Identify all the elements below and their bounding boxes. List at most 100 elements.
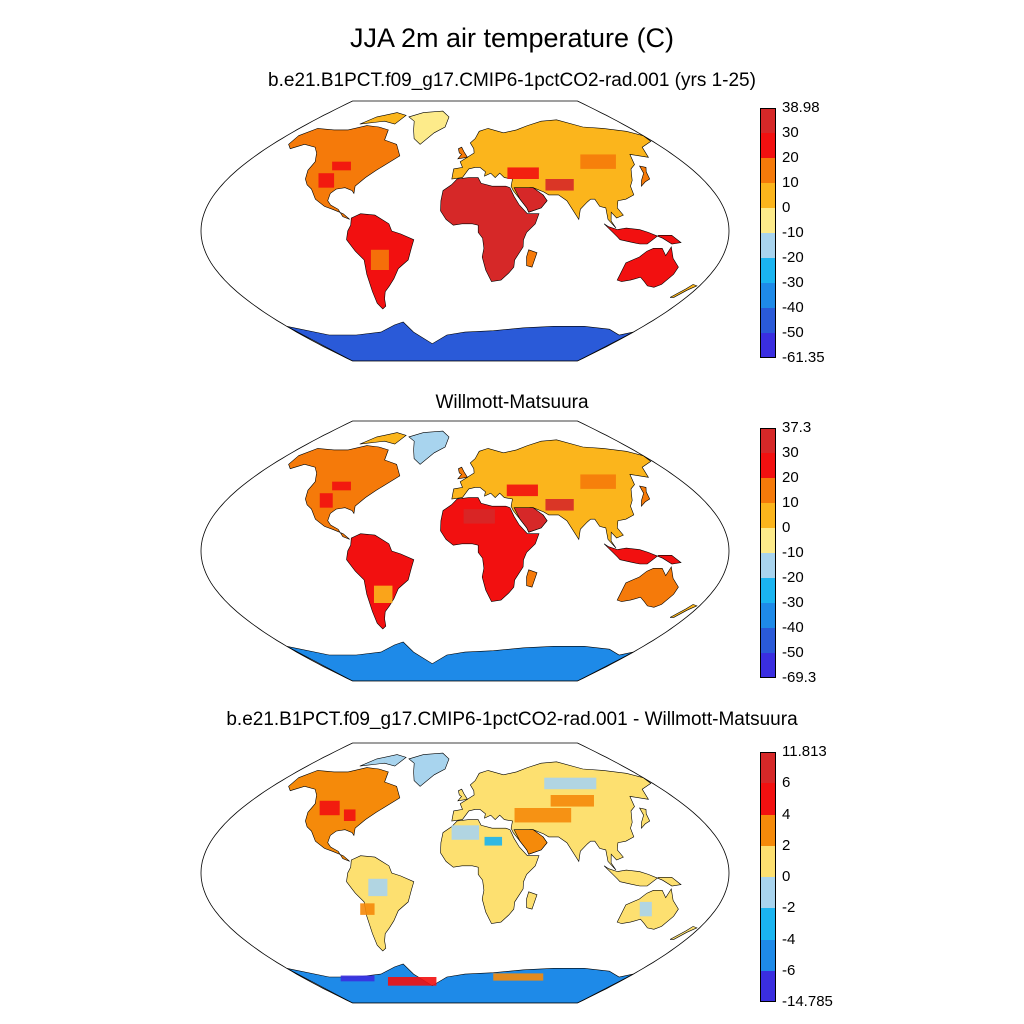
land-arabiaInner	[513, 829, 548, 855]
land-japan	[639, 807, 651, 830]
anomaly-patch	[545, 499, 574, 511]
colorbar-label: 30	[782, 444, 799, 461]
anomaly-patch	[387, 977, 437, 986]
anomaly-patch	[463, 509, 495, 524]
anomaly-patch	[580, 154, 616, 169]
colorbar-label: -10	[782, 544, 804, 561]
land-madagascar	[526, 569, 538, 588]
land-canArctic	[359, 112, 407, 125]
colorbar-label: 20	[782, 469, 799, 486]
land-indonesia	[603, 865, 682, 887]
colorbar-label: -69.3	[782, 669, 817, 686]
colorbar-label: -2	[782, 899, 796, 917]
map-panel-3	[200, 742, 730, 1004]
land-australia	[616, 246, 679, 288]
anomaly-patch	[463, 189, 495, 204]
map-outline	[200, 100, 730, 362]
colorbar-label: 0	[782, 868, 791, 885]
land-arabiaInner	[513, 507, 548, 533]
colorbar-label: 11.813	[782, 743, 827, 760]
colorbar-label: 30	[782, 124, 799, 141]
land-nz	[669, 604, 698, 618]
anomaly-patch	[360, 903, 375, 915]
land-japan	[639, 485, 651, 508]
map-panel-2	[200, 420, 730, 682]
colorbar-label: -10	[782, 224, 804, 241]
panel-3-title: b.e21.B1PCT.f09_g17.CMIP6-1pctCO2-rad.00…	[226, 709, 798, 730]
land-arabiaInner	[513, 187, 548, 213]
land-australia	[616, 566, 679, 608]
colorbar-label: -20	[782, 569, 804, 586]
panel-2-title: Willmott-Matsuura	[435, 392, 589, 413]
land-uk	[457, 146, 468, 160]
land-antarctica	[286, 321, 634, 361]
anomaly-patch	[318, 173, 335, 188]
land-madagascar	[526, 249, 538, 268]
colorbar-label: 38.98	[782, 99, 820, 116]
land-northAmerica	[288, 125, 401, 220]
colorbar-label: -40	[782, 619, 804, 636]
land-southAmerica	[346, 533, 415, 630]
anomaly-patch	[544, 777, 597, 790]
anomaly-patch	[514, 808, 572, 823]
anomaly-patch	[507, 167, 539, 179]
anomaly-patch	[319, 800, 340, 816]
colorbar-label: 6	[782, 774, 791, 792]
colorbar-label: 4	[782, 805, 791, 823]
land-antarctica	[286, 641, 634, 681]
figure-title: JJA 2m air temperature (C)	[349, 23, 675, 53]
land-africa	[440, 177, 540, 282]
anomaly-patch	[332, 481, 351, 491]
colorbar-2: 37.3 30 20 10 0 -10 -20 -30 -40 -50 -69.3	[760, 420, 840, 688]
colorbar-frame	[760, 428, 776, 678]
anomaly-patch	[332, 161, 351, 171]
land-greenland	[408, 430, 450, 465]
colorbar-label: -40	[782, 299, 804, 316]
land-japan	[639, 165, 651, 188]
land-northAmerica	[288, 445, 401, 540]
colorbar-frame	[760, 108, 776, 358]
land-uk	[457, 788, 468, 802]
land-nz	[669, 284, 698, 298]
land-greenland	[408, 752, 450, 787]
anomaly-patch	[639, 901, 652, 917]
colorbar-label: 10	[782, 174, 799, 191]
colorbar-label: -30	[782, 274, 804, 291]
colorbar-label: -61.35	[782, 349, 825, 366]
land-canArctic	[359, 432, 407, 445]
colorbar-label: -20	[782, 249, 804, 266]
colorbar-label: 0	[782, 199, 791, 216]
colorbar-label: -6	[782, 961, 796, 979]
map-outline	[200, 420, 730, 682]
land-greenland	[408, 110, 450, 145]
colorbar-3: 11.813 6 4 2 0 -2 -4 -6 -14.785	[760, 744, 840, 1012]
land-antarctica	[286, 963, 634, 1003]
anomaly-patch	[545, 179, 574, 191]
anomaly-patch	[506, 484, 538, 497]
colorbar-label: -50	[782, 644, 804, 661]
map-outline	[200, 742, 730, 1004]
colorbar-label: -30	[782, 594, 804, 611]
map-panel-1	[200, 100, 730, 362]
land-madagascar	[526, 891, 538, 910]
colorbar-label: -50	[782, 324, 804, 341]
colorbar-label: 0	[782, 519, 791, 536]
anomaly-patch	[484, 836, 503, 846]
land-canArctic	[359, 754, 407, 767]
land-africa	[440, 497, 540, 602]
colorbar-frame	[760, 752, 776, 1002]
land-africa	[440, 819, 540, 924]
land-southAmerica	[346, 855, 415, 952]
land-uk	[457, 466, 468, 480]
anomaly-patch	[340, 975, 375, 982]
colorbar-1: 38.98 30 20 10 0 -10 -20 -30 -40 -50 -61.35	[760, 100, 840, 368]
anomaly-patch	[368, 878, 388, 897]
anomaly-patch	[580, 474, 616, 489]
land-europeAsia	[451, 119, 652, 229]
anomaly-patch	[493, 973, 544, 981]
colorbar-label: 10	[782, 494, 799, 511]
land-europeAsia	[451, 439, 652, 549]
land-nz	[669, 926, 698, 940]
land-indonesia	[603, 223, 682, 245]
anomaly-patch	[373, 585, 393, 603]
